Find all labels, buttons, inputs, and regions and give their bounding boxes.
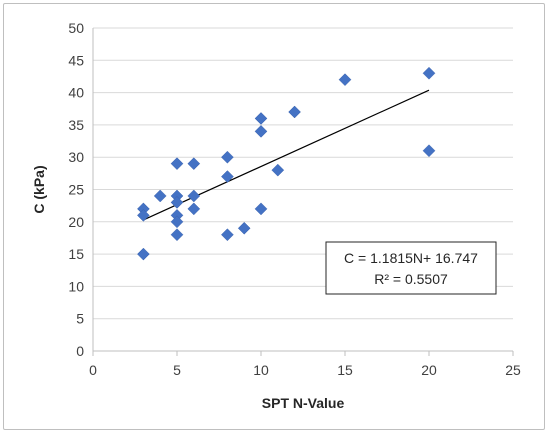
y-tick-label: 50: [68, 20, 84, 36]
x-tick-label: 25: [505, 362, 521, 378]
gridlines: [93, 27, 513, 320]
data-point-diamond: [137, 208, 150, 222]
tick-labels: 0 5 10 15 20 25 30 35 40 45 50 0 5 10 15 20 25: [68, 20, 521, 378]
data-point-diamond: [170, 228, 184, 242]
x-tick-label: 0: [89, 362, 97, 378]
regression-equation-box: C = 1.1815N+ 16.747 R² = 0.5507: [325, 241, 497, 295]
r-squared-text: R² = 0.5507: [374, 271, 448, 287]
data-point-diamond: [187, 189, 201, 203]
data-point-diamond: [187, 202, 201, 216]
data-point-diamond: [271, 163, 285, 177]
x-tick-label: 5: [173, 362, 181, 378]
data-point-diamond: [221, 170, 234, 183]
data-point-diamond: [170, 215, 184, 229]
equation-box-border: [325, 241, 497, 295]
y-tick-label: 15: [68, 246, 84, 262]
y-tick-label: 5: [76, 311, 84, 327]
y-tick-label: 0: [76, 343, 84, 359]
data-point-diamond: [170, 196, 184, 209]
x-axis-title: SPT N-Value: [262, 395, 345, 411]
y-axis-title: C (kPa): [31, 165, 47, 213]
data-point-diamond: [187, 157, 201, 171]
x-tick-label: 15: [337, 362, 353, 378]
data-point-diamond: [221, 228, 234, 242]
regression-line: [143, 89, 430, 221]
y-tick-label: 25: [68, 182, 84, 198]
y-tick-label: 30: [68, 149, 84, 165]
scatter-chart: 0 5 10 15 20 25 30 35 40 45 50 0 5 10 15 20 25 SPT N-Val…: [31, 20, 521, 411]
y-tick-label: 20: [68, 214, 84, 230]
data-point-diamond: [221, 150, 234, 164]
axes: [92, 28, 514, 356]
data-points: [137, 66, 436, 261]
trendline: [143, 89, 430, 221]
data-point-diamond: [170, 157, 184, 171]
data-point-diamond: [254, 125, 268, 138]
data-point-diamond: [137, 247, 150, 261]
equation-text: C = 1.1815N+ 16.747: [344, 250, 478, 266]
data-point-diamond: [338, 73, 352, 87]
data-point-diamond: [422, 144, 436, 158]
chart-frame: 0 5 10 15 20 25 30 35 40 45 50 0 5 10 15 20 25 SPT N-Val…: [3, 3, 545, 430]
data-point-diamond: [237, 221, 251, 235]
x-tick-label: 10: [253, 362, 269, 378]
data-point-diamond: [254, 112, 268, 125]
data-point-diamond: [254, 202, 268, 216]
y-tick-label: 45: [68, 52, 84, 68]
data-point-diamond: [288, 105, 301, 119]
data-point-diamond: [153, 189, 167, 203]
data-point-diamond: [422, 66, 436, 80]
y-tick-label: 10: [68, 278, 84, 294]
y-tick-label: 40: [68, 85, 84, 101]
x-tick-label: 20: [421, 362, 437, 378]
y-tick-label: 35: [68, 117, 84, 133]
